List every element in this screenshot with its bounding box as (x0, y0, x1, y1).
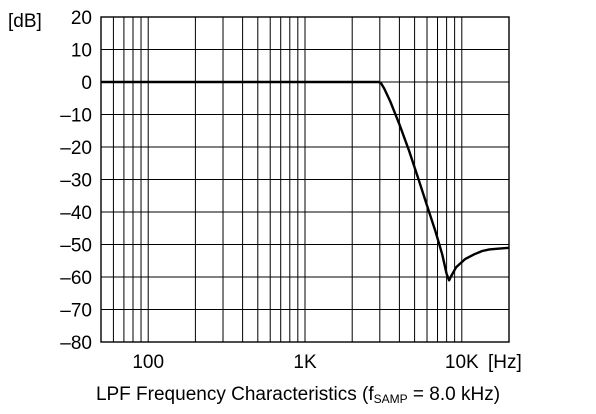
x-tick-label: 10K (445, 352, 479, 373)
x-tick-labels: 100 1K 10K (132, 352, 479, 373)
y-tick-label: –70 (60, 301, 92, 322)
y-unit-label: [dB] (8, 11, 42, 32)
y-tick-label: 20 (71, 8, 92, 29)
x-tick-label: 100 (132, 352, 164, 373)
y-tick-labels: 20 10 0 –10 –20 –30 –40 –50 –60 –70 –80 (60, 8, 92, 354)
y-tick-label: –50 (60, 236, 92, 257)
y-tick-label: –80 (60, 333, 92, 354)
y-tick-label: –60 (60, 268, 92, 289)
caption-suffix: = 8.0 kHz) (407, 384, 501, 405)
caption-prefix: LPF Frequency Characteristics (f (95, 384, 374, 405)
y-tick-label: –20 (60, 138, 92, 159)
series-line (101, 80, 510, 282)
y-tick-label: 10 (71, 41, 92, 62)
y-tick-label: –10 (60, 106, 92, 127)
y-tick-label: –30 (60, 171, 92, 192)
plot-frame (100, 16, 510, 343)
chart-caption: LPF Frequency Characteristics (fSAMP = 8… (0, 384, 596, 406)
y-tick-label: –40 (60, 203, 92, 224)
caption-subscript: SAMP (373, 392, 408, 406)
x-tick-label: 1K (293, 352, 317, 373)
y-tick-label: 0 (81, 73, 92, 94)
grid (101, 17, 509, 342)
x-unit-label: [Hz] (488, 352, 522, 373)
